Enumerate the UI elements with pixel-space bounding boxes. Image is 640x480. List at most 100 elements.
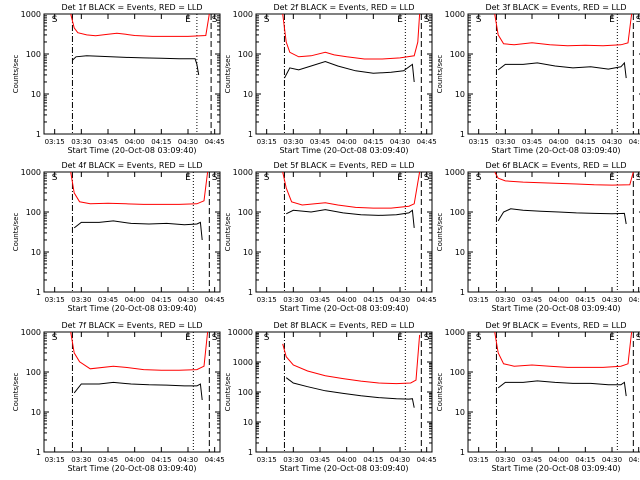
marker-label: S bbox=[52, 333, 58, 343]
x-tick-label: 03:45 bbox=[522, 456, 542, 464]
series-line bbox=[285, 209, 415, 228]
marker-label: S bbox=[264, 15, 270, 25]
x-tick-label: 04:15 bbox=[151, 138, 171, 146]
axes-frame bbox=[467, 331, 640, 453]
y-tick-label: 1 bbox=[460, 288, 465, 297]
x-tick-label: 04:45 bbox=[205, 296, 225, 304]
marker-label: S bbox=[264, 173, 270, 183]
x-tick-label: 04:30 bbox=[178, 456, 198, 464]
y-tick-label: 1 bbox=[36, 288, 41, 297]
axes-frame bbox=[255, 13, 433, 135]
marker-label: E bbox=[609, 15, 615, 25]
x-tick-label: 04:30 bbox=[602, 138, 622, 146]
x-tick-label: 04:15 bbox=[575, 138, 595, 146]
series-line bbox=[494, 171, 634, 186]
subplot-title: Det 8f BLACK = Events, RED = LLD bbox=[273, 321, 414, 330]
x-tick-label: 03:15 bbox=[45, 138, 65, 146]
y-tick-label: 1 bbox=[36, 130, 41, 139]
x-axis-label: Start Time (20-Oct-08 03:09:40) bbox=[279, 304, 408, 313]
x-tick-label: 04:45 bbox=[417, 456, 437, 464]
marker-label: E bbox=[397, 15, 403, 25]
y-tick-label: 1000 bbox=[445, 10, 465, 19]
axes-frame bbox=[43, 171, 221, 293]
y-tick-label: 100 bbox=[238, 388, 253, 397]
axes-frame bbox=[43, 331, 221, 453]
x-tick-label: 04:00 bbox=[337, 138, 357, 146]
x-tick-label: 04:00 bbox=[549, 456, 569, 464]
y-tick-label: 10 bbox=[455, 90, 465, 99]
y-tick-label: 100 bbox=[450, 368, 465, 377]
x-tick-label: 03:45 bbox=[522, 296, 542, 304]
axes-frame bbox=[467, 13, 640, 135]
x-tick-label: 04:45 bbox=[629, 138, 640, 146]
x-tick-label: 04:45 bbox=[417, 296, 437, 304]
x-tick-label: 03:30 bbox=[495, 296, 515, 304]
series-line bbox=[282, 13, 421, 60]
series-line bbox=[73, 381, 203, 401]
subplot-6: Det 6f BLACK = Events, RED = LLD 1 10 100 10… bbox=[436, 161, 640, 313]
y-axis-label: Counts/sec bbox=[436, 373, 444, 412]
x-tick-label: 03:15 bbox=[257, 456, 277, 464]
x-tick-label: 04:15 bbox=[363, 296, 383, 304]
x-tick-label: 03:15 bbox=[257, 138, 277, 146]
x-tick-label: 03:30 bbox=[495, 456, 515, 464]
x-tick-label: 04:30 bbox=[390, 456, 410, 464]
series-line bbox=[70, 171, 209, 205]
marker-label: S bbox=[52, 15, 58, 25]
x-tick-label: 04:15 bbox=[151, 456, 171, 464]
subplot-8: Det 8f BLACK = Events, RED = LLD 1 10 100 10… bbox=[224, 321, 437, 473]
axes-frame bbox=[467, 171, 640, 293]
marker-label: E bbox=[397, 333, 403, 343]
y-tick-label: 10 bbox=[31, 90, 41, 99]
x-tick-label: 03:45 bbox=[310, 456, 330, 464]
series-line bbox=[282, 334, 421, 385]
marker-label: S bbox=[212, 333, 218, 343]
series-line bbox=[494, 331, 633, 368]
y-axis-label: Counts/sec bbox=[224, 55, 232, 94]
subplot-7: Det 7f BLACK = Events, RED = LLD 1 10 100 10… bbox=[12, 321, 225, 473]
x-axis-label: Start Time (20-Oct-08 03:09:40) bbox=[67, 146, 196, 155]
x-tick-label: 03:30 bbox=[71, 456, 91, 464]
x-tick-label: 03:15 bbox=[257, 296, 277, 304]
y-axis-label: Counts/sec bbox=[12, 55, 20, 94]
series-line bbox=[282, 171, 421, 209]
x-tick-label: 03:30 bbox=[71, 296, 91, 304]
x-axis-label: Start Time (20-Oct-08 03:09:40) bbox=[491, 146, 620, 155]
x-tick-label: 03:30 bbox=[283, 296, 303, 304]
series-line bbox=[285, 377, 415, 408]
marker-label: E bbox=[185, 333, 191, 343]
axes-frame bbox=[255, 171, 433, 293]
marker-label: S bbox=[424, 173, 430, 183]
subplot-title: Det 2f BLACK = Events, RED = LLD bbox=[273, 3, 414, 12]
marker-label: S bbox=[212, 15, 218, 25]
x-tick-label: 04:15 bbox=[575, 296, 595, 304]
x-tick-label: 03:15 bbox=[45, 456, 65, 464]
x-tick-label: 04:30 bbox=[178, 296, 198, 304]
y-tick-label: 1000 bbox=[21, 10, 41, 19]
y-axis-label: Counts/sec bbox=[12, 373, 20, 412]
marker-label: S bbox=[636, 333, 640, 343]
marker-label: S bbox=[476, 15, 482, 25]
y-tick-label: 1000 bbox=[233, 10, 253, 19]
marker-label: S bbox=[264, 333, 270, 343]
x-axis-label: Start Time (20-Oct-08 03:09:40) bbox=[279, 146, 408, 155]
y-tick-label: 100 bbox=[238, 50, 253, 59]
x-tick-label: 03:15 bbox=[469, 296, 489, 304]
x-tick-label: 04:30 bbox=[602, 456, 622, 464]
x-tick-label: 03:45 bbox=[310, 296, 330, 304]
y-tick-label: 100 bbox=[450, 208, 465, 217]
series-line bbox=[73, 220, 203, 241]
y-tick-label: 10 bbox=[455, 248, 465, 257]
series-line bbox=[283, 60, 415, 83]
x-tick-label: 03:45 bbox=[522, 138, 542, 146]
subplot-5: Det 5f BLACK = Events, RED = LLD 1 10 100 10… bbox=[224, 161, 437, 313]
y-tick-label: 1 bbox=[460, 130, 465, 139]
x-tick-label: 03:45 bbox=[310, 138, 330, 146]
y-axis-label: Counts/sec bbox=[12, 213, 20, 252]
x-tick-label: 04:45 bbox=[205, 456, 225, 464]
subplot-9: Det 9f BLACK = Events, RED = LLD 1 10 100 10… bbox=[436, 321, 640, 473]
y-axis-label: Counts/sec bbox=[436, 213, 444, 252]
x-axis-label: Start Time (20-Oct-08 03:09:40) bbox=[279, 464, 408, 473]
y-axis-label: Counts/sec bbox=[224, 373, 232, 412]
y-tick-label: 10 bbox=[243, 248, 253, 257]
